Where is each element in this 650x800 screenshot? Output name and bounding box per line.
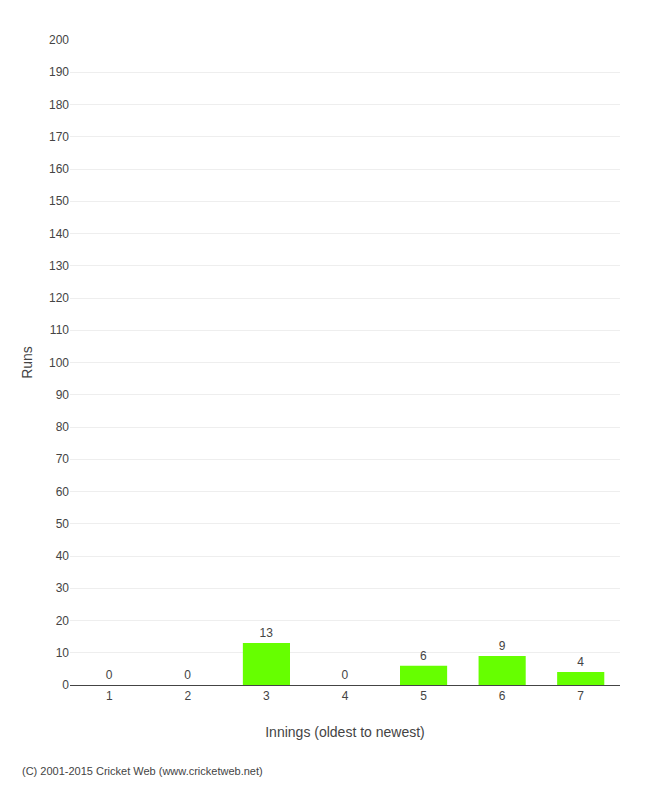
svg-text:80: 80	[56, 420, 70, 434]
svg-text:30: 30	[56, 581, 70, 595]
svg-text:70: 70	[56, 452, 70, 466]
svg-text:60: 60	[56, 485, 70, 499]
svg-text:190: 190	[49, 65, 69, 79]
svg-text:4: 4	[577, 655, 584, 669]
svg-text:120: 120	[49, 291, 69, 305]
svg-text:(C) 2001-2015 Cricket Web (www: (C) 2001-2015 Cricket Web (www.cricketwe…	[22, 765, 263, 777]
svg-text:140: 140	[49, 227, 69, 241]
svg-text:Runs: Runs	[19, 346, 35, 379]
svg-text:150: 150	[49, 194, 69, 208]
svg-text:0: 0	[342, 668, 349, 682]
svg-text:5: 5	[420, 689, 427, 703]
svg-text:6: 6	[499, 689, 506, 703]
svg-text:1: 1	[106, 689, 113, 703]
svg-text:40: 40	[56, 549, 70, 563]
svg-text:7: 7	[577, 689, 584, 703]
svg-text:200: 200	[49, 33, 69, 47]
svg-text:0: 0	[184, 668, 191, 682]
svg-text:Innings (oldest to newest): Innings (oldest to newest)	[265, 724, 425, 740]
svg-text:170: 170	[49, 130, 69, 144]
svg-text:110: 110	[50, 323, 69, 337]
svg-text:4: 4	[342, 689, 349, 703]
svg-text:3: 3	[263, 689, 270, 703]
svg-text:130: 130	[49, 259, 69, 273]
svg-text:9: 9	[499, 639, 506, 653]
svg-text:0: 0	[106, 668, 113, 682]
svg-text:2: 2	[185, 689, 192, 703]
svg-text:100: 100	[49, 356, 69, 370]
svg-text:10: 10	[56, 646, 70, 660]
svg-text:160: 160	[49, 162, 69, 176]
svg-text:90: 90	[56, 388, 70, 402]
svg-text:13: 13	[260, 626, 274, 640]
svg-text:6: 6	[420, 649, 427, 663]
svg-text:0: 0	[62, 678, 69, 692]
svg-text:50: 50	[56, 517, 70, 531]
svg-text:180: 180	[49, 98, 69, 112]
svg-text:20: 20	[56, 614, 70, 628]
